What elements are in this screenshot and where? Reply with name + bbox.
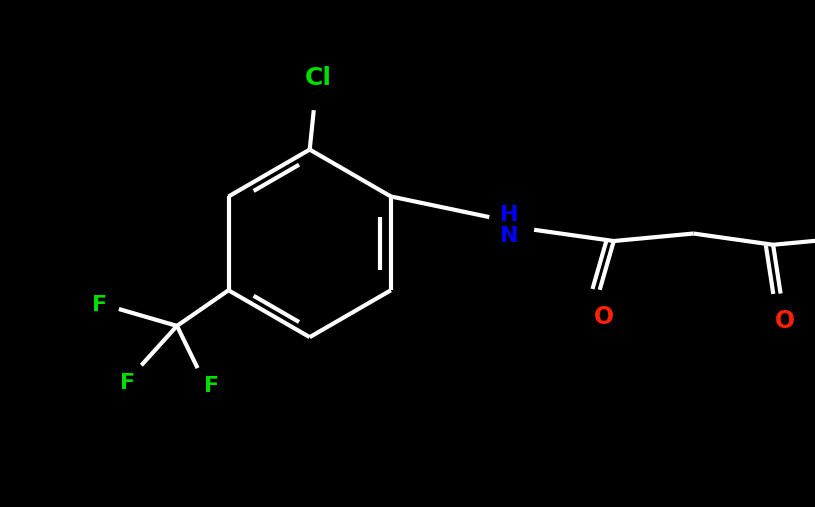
Text: Cl: Cl (304, 66, 332, 90)
Text: F: F (91, 295, 107, 315)
Text: O: O (593, 305, 614, 329)
Text: H: H (500, 204, 519, 225)
Text: F: F (120, 373, 134, 393)
Text: F: F (204, 376, 219, 395)
Text: O: O (774, 309, 795, 333)
Text: N: N (500, 226, 519, 246)
